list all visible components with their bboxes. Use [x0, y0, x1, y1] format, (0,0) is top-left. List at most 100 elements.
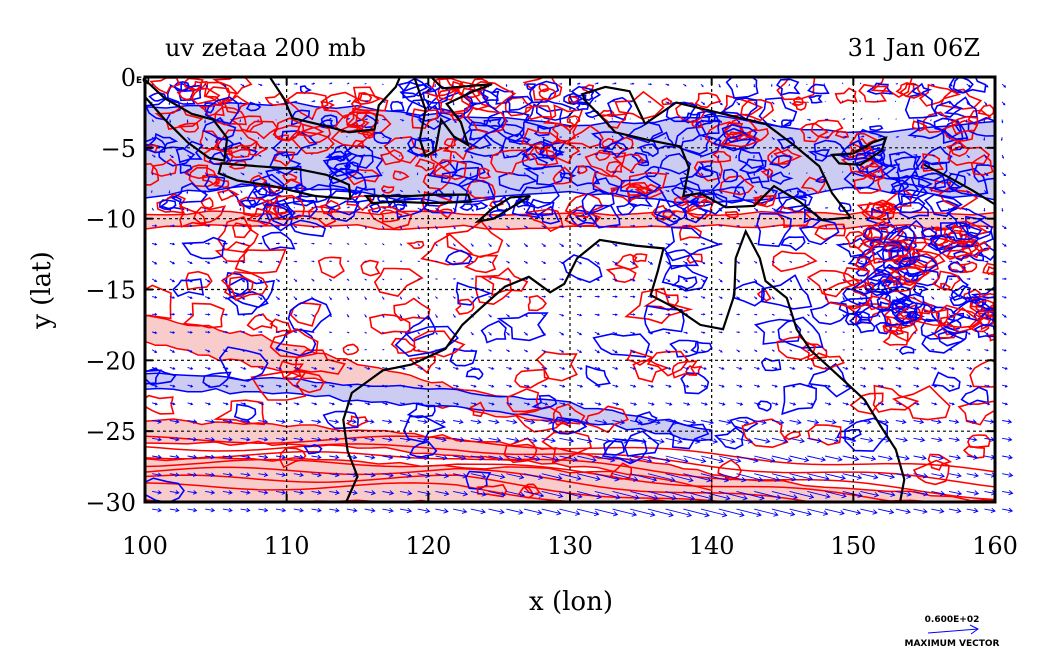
wind-vector-70: [523, 102, 524, 103]
map-timestamp: 31 Jan 06Z: [848, 34, 980, 62]
wind-vector-153: [258, 137, 259, 138]
wind-vector-1220: [931, 509, 943, 514]
wind-vector-503: [382, 261, 384, 262]
wind-vector-1180: [223, 508, 232, 512]
wind-vector-930: [1002, 403, 1007, 405]
wind-vector-318: [577, 190, 578, 191]
wind-vector-723: [807, 332, 809, 333]
wind-vector-1195: [489, 509, 504, 514]
wind-vector-722: [790, 332, 792, 333]
wind-vector-979: [1002, 420, 1011, 424]
wind-vector-36: [789, 84, 790, 85]
wind-vector-86: [807, 102, 808, 103]
wind-vector-1177: [170, 508, 179, 512]
wind-vector-40: [860, 83, 861, 84]
x-tick-label-100: 100: [122, 532, 168, 560]
wind-vector-97: [1002, 102, 1005, 105]
wind-vector-1187: [347, 508, 357, 512]
x-tick-label-160: 160: [972, 532, 1018, 560]
wind-vector-478: [807, 243, 809, 244]
wind-vector-225: [666, 155, 667, 156]
wind-vector-587: [1002, 278, 1006, 280]
wind-vector-282: [807, 173, 808, 174]
wind-vector-342: [1002, 190, 1005, 193]
wind-vector-139: [878, 119, 879, 120]
y-tick-label--5: −5: [101, 135, 136, 163]
wind-vector-685: [1002, 314, 1006, 317]
wind-vector-211: [417, 155, 418, 157]
wind-vector-384: [878, 207, 879, 208]
wind-vector-349: [258, 208, 259, 209]
wind-vector-206: [329, 154, 330, 155]
max-vector-arrow-icon: [928, 629, 978, 633]
wind-vector-123: [594, 119, 595, 120]
wind-vector-73: [577, 101, 578, 102]
wind-vector-190: [914, 137, 916, 138]
wind-vector-178: [701, 137, 702, 140]
wind-vector-204: [294, 155, 295, 156]
y-tick-label--15: −15: [85, 277, 136, 305]
wind-vector-554: [418, 279, 420, 280]
wind-vector-232: [790, 155, 791, 156]
wind-vector-227: [700, 155, 701, 158]
wind-vector-1196: [506, 509, 522, 514]
wind-vector-1199: [559, 509, 579, 515]
wind-vector-176: [665, 137, 666, 138]
wind-vector-244: [1002, 155, 1004, 158]
max-vector-label: MAXIMUM VECTOR: [904, 639, 999, 649]
wind-vector-777: [896, 349, 898, 350]
wind-vector-750: [418, 350, 420, 351]
wind-vector-1197: [524, 509, 542, 514]
wind-vector-264: [488, 173, 489, 176]
wind-vector-748: [382, 349, 384, 350]
wind-vector-287: [896, 172, 898, 173]
wind-vector-1192: [435, 509, 448, 514]
wind-vector-338: [931, 190, 932, 191]
wind-vector-90: [878, 101, 879, 102]
wind-vector-257: [365, 172, 366, 173]
y-axis-label: y (lat): [27, 251, 57, 330]
wind-vector-481: [860, 243, 862, 244]
wind-vector-1186: [329, 508, 339, 512]
wind-vector-1191: [418, 508, 430, 513]
map-title: uv zetaa 200 mb: [165, 34, 366, 62]
wind-vector-234: [825, 154, 827, 155]
wind-vector-288: [914, 172, 916, 173]
wind-vector-502: [365, 261, 367, 262]
wind-vector-1198: [542, 509, 561, 515]
wind-vector-553: [400, 279, 402, 280]
wind-vector-48: [1002, 84, 1005, 87]
wind-vector-331: [807, 190, 808, 191]
wind-vector-1188: [365, 508, 375, 512]
wind-vector-142: [931, 120, 932, 121]
wind-vector-783: [1002, 350, 1006, 352]
wind-vector-529: [843, 261, 845, 262]
wind-vector-636: [1002, 297, 1006, 299]
x-tick-label-130: 130: [547, 532, 593, 560]
wind-vector-334: [860, 189, 861, 190]
wind-vector-390: [984, 208, 985, 211]
wind-vector-315: [523, 190, 524, 191]
wind-vector-268: [559, 172, 561, 173]
wind-vector-1201: [595, 509, 618, 516]
wind-vector-368: [594, 207, 595, 208]
wind-vector-489: [1002, 244, 1006, 247]
wind-vector-556: [453, 279, 455, 280]
wind-vector-720: [754, 332, 757, 333]
max-vector-legend: 0.600E+02 MAXIMUM VECTOR: [904, 615, 999, 649]
wind-vector-260: [417, 173, 418, 175]
wind-vector-89: [860, 101, 861, 102]
wind-vector-530: [860, 261, 862, 262]
wind-vector-531: [878, 261, 880, 262]
wind-vector-1216: [860, 509, 877, 514]
wind-vector-104: [258, 120, 259, 121]
wind-vector-12: [365, 84, 366, 85]
wind-vector-775: [860, 350, 862, 351]
wind-vector-1175: [1002, 490, 1013, 494]
wind-vector-293: [1002, 173, 1005, 176]
wind-vector-281: [789, 173, 790, 174]
max-vector-value: 0.600E+02: [925, 615, 980, 625]
wind-vector-1178: [188, 508, 197, 512]
wind-vector-538: [1002, 261, 1006, 263]
wind-vector-532: [896, 261, 898, 262]
